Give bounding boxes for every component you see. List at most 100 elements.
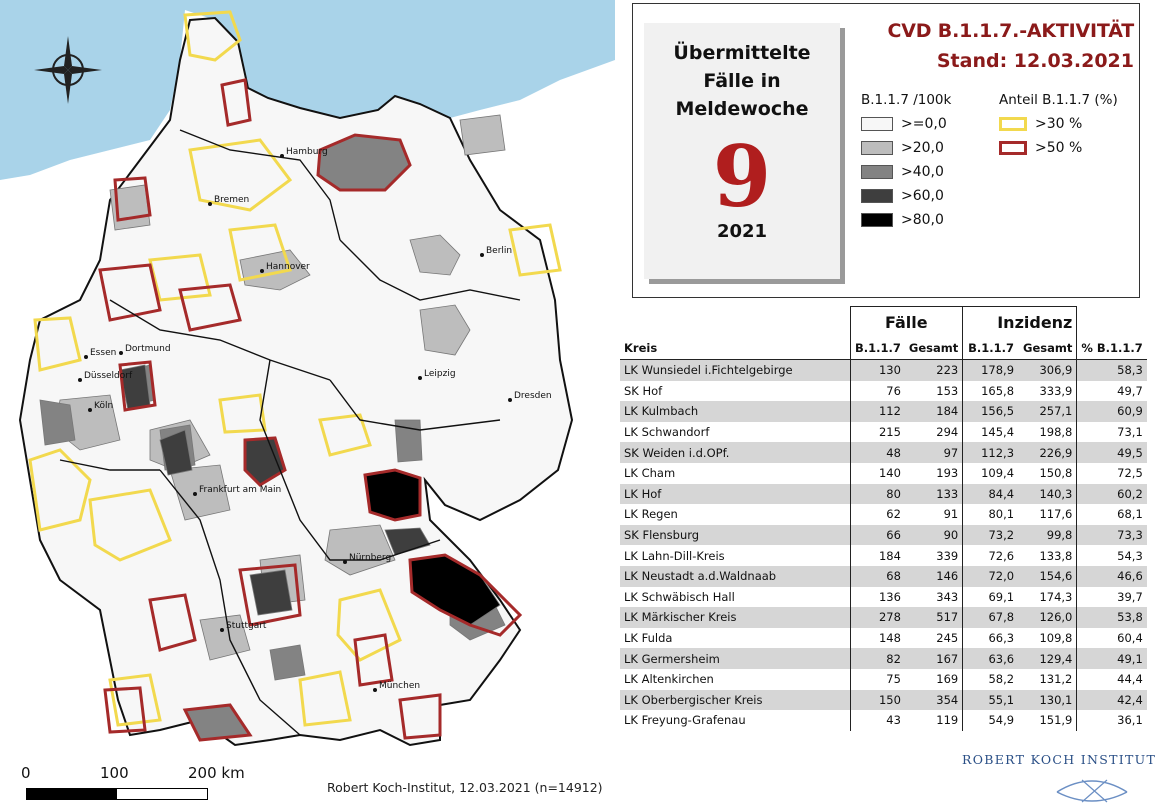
legend-incidence-item: >=0,0 (861, 114, 947, 134)
col-header-kreis: Kreis (620, 337, 851, 360)
table-cell: 333,9 (1039, 383, 1073, 398)
table-cell: 174,3 (1039, 589, 1073, 604)
city-dot-n-rnberg (343, 560, 347, 564)
city-dot-essen (84, 355, 88, 359)
table-cell: 150 (849, 689, 905, 711)
table-cell: 73,2 (962, 524, 1019, 546)
table-row: SK Hof 76 153 165,8 333,9 49,7 (620, 380, 1147, 402)
table-cell: 145,4 (962, 421, 1019, 443)
table-cell: 130,1 (1018, 689, 1077, 711)
table-cell: 294 (936, 425, 959, 440)
table-cell: 63,6 (962, 648, 1019, 669)
table-row: SK Weiden i.d.OPf. 48 97 112,3 226,9 49,5 (620, 442, 1147, 463)
table-cell: 354 (904, 689, 963, 711)
table-cell: 72,5 (1076, 462, 1147, 484)
table-cell: LK Kulmbach (620, 401, 851, 422)
table-cell: 223 (904, 359, 963, 381)
legend-label: >30 % (1035, 116, 1083, 132)
table-cell: 129,4 (1018, 648, 1077, 669)
col-header-share: % B.1.1.7 (1076, 337, 1147, 360)
north-sea (0, 0, 615, 180)
table-row: LK Fulda 148 245 66,3 109,8 60,4 (620, 627, 1147, 649)
table-cell: 68 (849, 565, 905, 587)
group-header-incidence: Inzidenz (962, 306, 1078, 337)
table-cell: LK Hof (620, 483, 851, 505)
legend-swatch (861, 165, 893, 179)
table-cell: 112,3 (962, 442, 1019, 463)
table-cell: 49,7 (1076, 380, 1147, 402)
table-row: LK Cham 140 193 109,4 150,8 72,5 (620, 462, 1147, 484)
city-dot-stuttgart (220, 628, 224, 632)
table-cell: 72,6 (962, 545, 1019, 566)
week-number: 9 (712, 127, 772, 226)
table-cell: 343 (936, 589, 959, 604)
table-cell: LK Schwandorf (624, 425, 710, 440)
table-corner-right (1077, 307, 1147, 338)
table-row: LK Altenkirchen 75 169 58,2 131,2 44,4 (620, 668, 1147, 690)
city-label-m-nchen: München (379, 681, 420, 691)
legend-incidence-item: >60,0 (861, 186, 944, 206)
table-cell: 99,8 (1018, 524, 1077, 546)
table-cell: 69,1 (962, 586, 1019, 608)
city-label-hannover: Hannover (266, 262, 310, 272)
table-cell: LK Cham (624, 466, 676, 481)
table-cell: LK Wunsiedel i.Fichtelgebirge (620, 359, 851, 381)
table-cell: 76 (849, 380, 905, 402)
table-cell: LK Germersheim (620, 648, 851, 669)
table-cell: LK Schwäbisch Hall (624, 589, 735, 604)
table-cell: 178,9 (962, 359, 1019, 381)
top-districts-table: Fälle Inzidenz Kreis B.1.1.7 Gesamt B.1.… (620, 306, 1147, 731)
city-label-frankfurt-am-main: Frankfurt am Main (199, 485, 281, 495)
legend-swatch (861, 189, 893, 203)
legend-swatch (861, 213, 893, 227)
state-borders (59, 129, 521, 736)
table-cell: 133,8 (1039, 548, 1073, 563)
table-cell: 119 (936, 713, 959, 728)
table-cell: 66 (849, 524, 905, 546)
table-row: LK Freyung-Grafenau 43 119 54,9 151,9 36,1 (620, 710, 1147, 731)
legend-share-item: >50 % (999, 138, 1082, 158)
table-row: SK Flensburg 66 90 73,2 99,8 73,3 (620, 524, 1147, 546)
city-label-n-rnberg: Nürnberg (349, 553, 391, 563)
table-cell: 245 (936, 631, 959, 646)
city-label-hamburg: Hamburg (286, 147, 328, 157)
table-cell: 140,3 (1018, 483, 1077, 505)
legend-outline-swatch (999, 117, 1027, 131)
table-cell: LK Altenkirchen (624, 672, 714, 687)
table-cell: 517 (904, 607, 963, 628)
col-header-inc-total: Gesamt (1018, 337, 1077, 360)
table-cell: 215 (849, 421, 905, 443)
table-cell: 82 (849, 648, 905, 669)
scale-segment-white (116, 788, 208, 800)
incidence-map: Hamburg Bremen Berlin Hannover Essen Dortmund… (0, 0, 615, 747)
scale-label-0: 0 (21, 764, 31, 782)
table-cell: 136 (849, 586, 905, 608)
city-label-dortmund: Dortmund (125, 344, 171, 354)
table-row: LK Hof 80 133 84,4 140,3 60,2 (620, 483, 1147, 505)
legend-label: >50 % (1035, 140, 1083, 156)
table-cell: 109,4 (962, 462, 1019, 484)
legend-outline-swatch (999, 141, 1027, 155)
table-cell: LK Lahn-Dill-Kreis (624, 548, 725, 563)
table-cell: 53,8 (1076, 607, 1147, 628)
legend-label: >60,0 (901, 188, 944, 204)
table-cell: 66,3 (962, 627, 1019, 649)
table-row: LK Kulmbach 112 184 156,5 257,1 60,9 (620, 401, 1147, 422)
scale-segment-black (26, 788, 118, 800)
legend-label: >80,0 (901, 212, 944, 228)
table-cell: 44,4 (1076, 668, 1147, 690)
city-dot-hamburg (280, 154, 284, 158)
table-cell: 109,8 (1039, 631, 1073, 646)
table-row: LK Neustadt a.d.Waldnaab 68 146 72,0 154,6 46… (620, 565, 1147, 587)
table-cell: 112 (849, 401, 905, 422)
col-header-cases-total: Gesamt (904, 337, 963, 360)
table-cell: 165,8 (962, 380, 1019, 402)
week-box-line3: Meldewoche (675, 98, 809, 120)
week-year: 2021 (716, 221, 768, 242)
scale-label-200: 200 km (188, 764, 245, 782)
table-cell: LK Regen (624, 507, 678, 522)
table-cell: 156,5 (962, 401, 1019, 422)
table-cell: LK Fulda (624, 631, 673, 646)
table-cell: 73,3 (1076, 524, 1147, 546)
week-box-line1: Übermittelte (673, 42, 811, 64)
